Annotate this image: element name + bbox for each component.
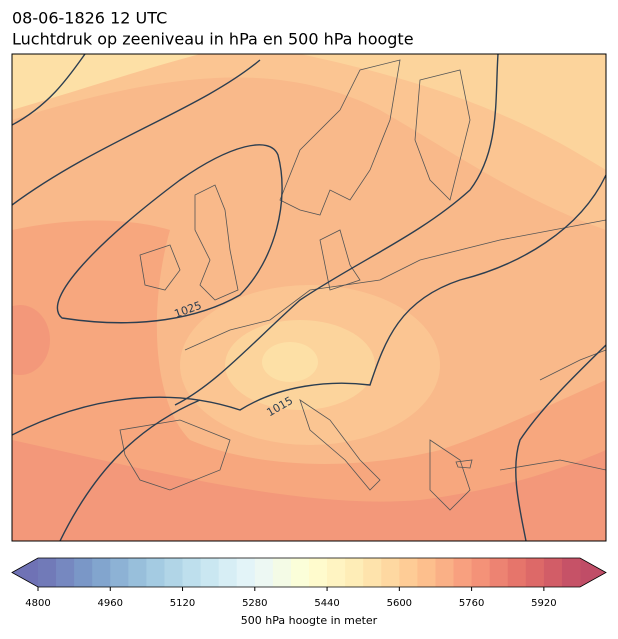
colorbar-extend	[580, 558, 606, 587]
colorbar-bin	[345, 558, 364, 587]
colorbar-bin	[290, 558, 310, 587]
map: 1025 1015	[12, 54, 606, 541]
colorbar-bin	[525, 558, 545, 587]
colorbar-bin	[146, 558, 165, 587]
isobars	[12, 54, 606, 541]
colorbar-bin	[507, 558, 527, 587]
colorbar-bin	[92, 558, 111, 587]
colorbar-tick-label: 5920	[531, 598, 556, 609]
title: 08-06-1826 12 UTC	[12, 9, 167, 28]
colorbar-bin	[435, 558, 455, 587]
colorbar-tick-label: 4800	[25, 598, 50, 609]
colorbar-bin	[200, 558, 220, 587]
colorbar-bin	[110, 558, 129, 587]
colorbar-bin	[56, 558, 75, 587]
colorbar-bin	[309, 558, 328, 587]
colorbar-bin	[74, 558, 93, 587]
colorbar-bin	[218, 558, 238, 587]
colorbar-bin	[363, 558, 382, 587]
colorbar-bin	[381, 558, 400, 587]
colorbar-tick-label: 5280	[242, 598, 267, 609]
field	[262, 342, 318, 382]
colorbar-tick-label: 5120	[170, 598, 195, 609]
colorbar-bin	[128, 558, 147, 587]
field	[12, 305, 50, 375]
colorbar-bin	[399, 558, 418, 587]
colorbar-tick-label: 4960	[98, 598, 123, 609]
colorbar-bin	[164, 558, 184, 587]
field	[12, 54, 200, 110]
colorbar-bin	[471, 558, 491, 587]
subtitle: Luchtdruk op zeeniveau in hPa en 500 hPa…	[12, 30, 414, 49]
colorbar-bin	[254, 558, 274, 587]
colorbar-bin	[489, 558, 509, 587]
colorbar-bin	[417, 558, 436, 587]
colorbar-extend	[12, 558, 38, 587]
field	[12, 220, 606, 541]
field	[12, 54, 606, 230]
colorbar-bin	[236, 558, 256, 587]
colorbar-tick-label: 5440	[314, 598, 339, 609]
colorbar-tick-label: 5600	[387, 598, 412, 609]
colorbar-bin	[453, 558, 473, 587]
field	[300, 54, 606, 170]
colorbar-bin	[327, 558, 346, 587]
colorbar-label: 500 hPa hoogte in meter	[241, 614, 378, 627]
coastlines	[119, 59, 606, 511]
field	[12, 440, 606, 541]
map-frame	[11, 53, 607, 542]
colorbar-bin	[561, 558, 581, 587]
colorbar-bin	[272, 558, 292, 587]
colorbar-bin	[543, 558, 563, 587]
colorbar: 4800 4960 5120 5280 5440 5600 5760 5920 500 hPa …	[11, 557, 607, 627]
colorbar-bin	[182, 558, 202, 587]
colorbar-bin	[38, 558, 57, 587]
colorbar-tick-label: 5760	[459, 598, 484, 609]
